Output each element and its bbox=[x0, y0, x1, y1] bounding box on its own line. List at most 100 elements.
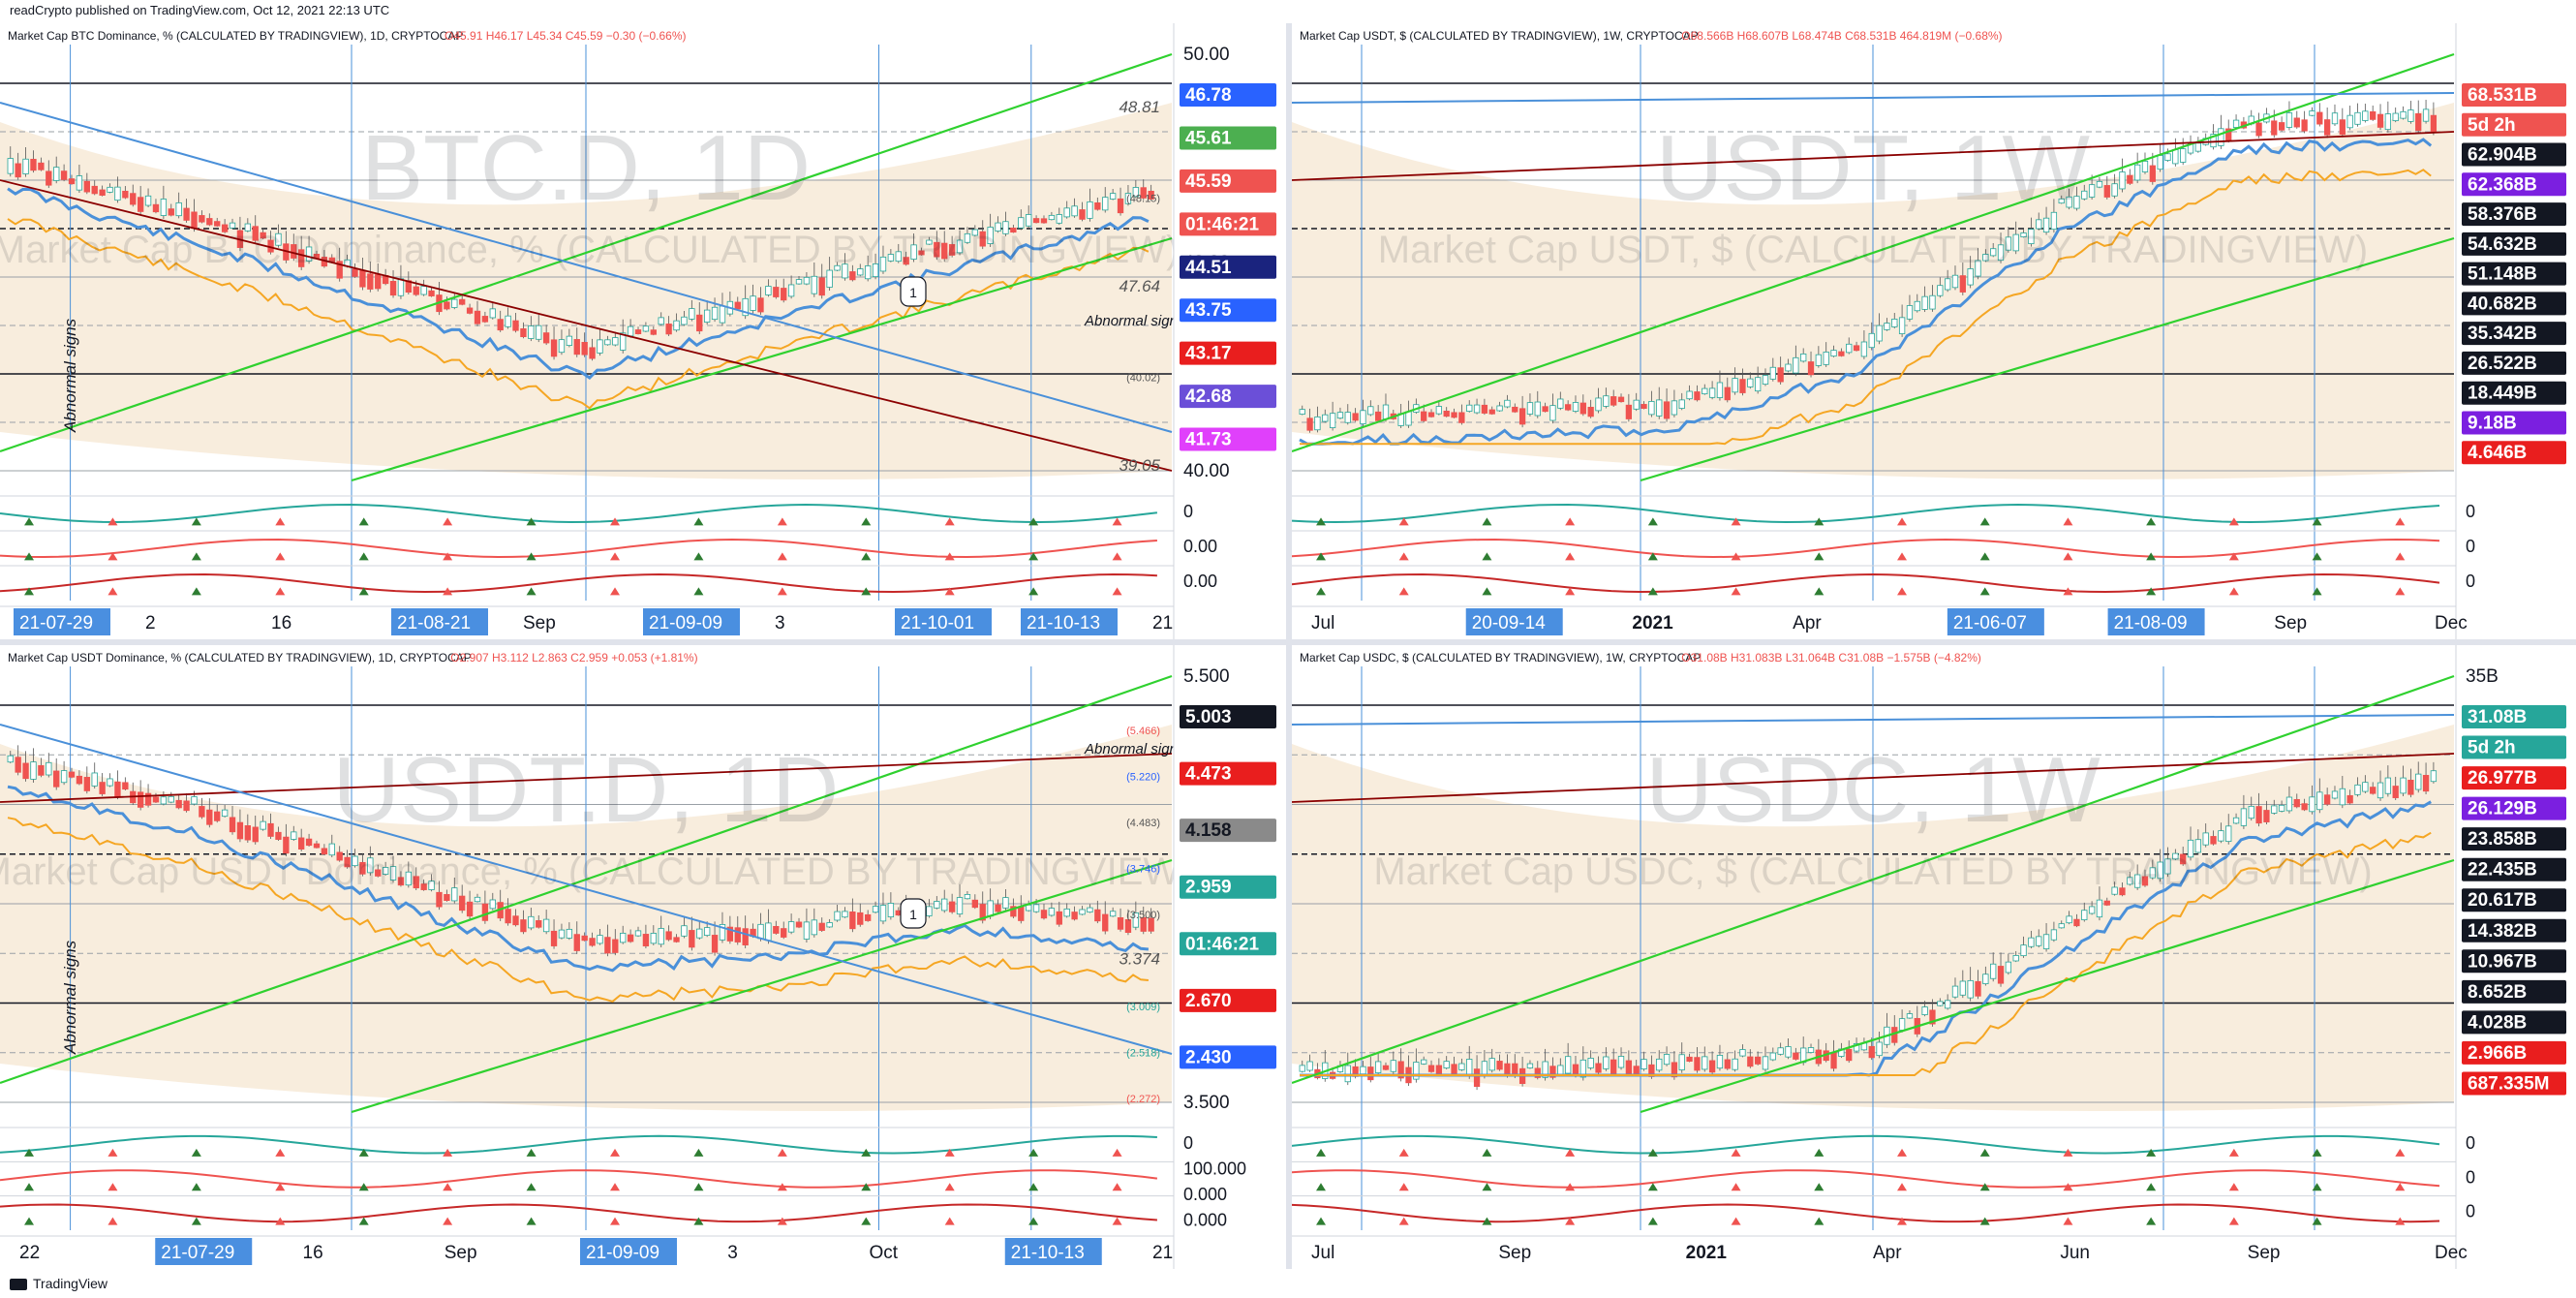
candle[interactable] bbox=[53, 770, 60, 788]
trendline-darkred[interactable] bbox=[0, 753, 1173, 803]
candle[interactable] bbox=[1876, 324, 1883, 342]
candle[interactable] bbox=[1990, 963, 1997, 979]
candle[interactable] bbox=[2028, 229, 2035, 245]
candle[interactable] bbox=[420, 883, 427, 890]
candle[interactable] bbox=[2255, 122, 2262, 137]
candle[interactable] bbox=[864, 913, 872, 921]
candle[interactable] bbox=[199, 215, 205, 223]
candle[interactable] bbox=[2377, 113, 2384, 128]
candle[interactable] bbox=[2157, 861, 2163, 880]
candle[interactable] bbox=[895, 251, 902, 263]
candle[interactable] bbox=[2392, 786, 2399, 798]
candle[interactable] bbox=[2050, 929, 2058, 941]
candle[interactable] bbox=[68, 178, 76, 185]
candle[interactable] bbox=[1739, 379, 1746, 393]
candle[interactable] bbox=[191, 796, 198, 805]
candle[interactable] bbox=[1473, 1068, 1481, 1087]
candle[interactable] bbox=[344, 856, 351, 868]
candle[interactable] bbox=[787, 921, 795, 933]
price-badge[interactable] bbox=[1180, 705, 1276, 728]
candle[interactable] bbox=[1625, 1060, 1633, 1074]
candle[interactable] bbox=[2036, 219, 2042, 230]
candle[interactable] bbox=[1140, 187, 1147, 199]
candle[interactable] bbox=[2285, 112, 2293, 128]
candle[interactable] bbox=[114, 781, 121, 797]
candle[interactable] bbox=[22, 158, 29, 174]
candle[interactable] bbox=[413, 286, 419, 295]
candle[interactable] bbox=[291, 244, 297, 259]
candle[interactable] bbox=[864, 265, 872, 280]
trendline-green[interactable] bbox=[351, 858, 1173, 1114]
oscillator-line[interactable] bbox=[1292, 1134, 2440, 1155]
candle[interactable] bbox=[389, 866, 397, 881]
candle[interactable] bbox=[1732, 378, 1738, 393]
candle[interactable] bbox=[267, 822, 274, 837]
trendline-green[interactable] bbox=[1292, 674, 2455, 1085]
candle[interactable] bbox=[1435, 1065, 1443, 1075]
candle[interactable] bbox=[2422, 775, 2430, 792]
candle[interactable] bbox=[99, 782, 106, 794]
candle[interactable] bbox=[2400, 110, 2407, 119]
candle[interactable] bbox=[1542, 406, 1549, 413]
candle[interactable] bbox=[152, 203, 160, 213]
oscillator-line[interactable] bbox=[1292, 1203, 2440, 1223]
candle[interactable] bbox=[2324, 119, 2331, 136]
price-badge[interactable] bbox=[2462, 112, 2566, 137]
candle[interactable] bbox=[1148, 917, 1154, 932]
candle[interactable] bbox=[2127, 174, 2133, 184]
candle[interactable] bbox=[397, 278, 405, 296]
candle[interactable] bbox=[1306, 1061, 1313, 1071]
price-badge[interactable] bbox=[2462, 918, 2566, 943]
candle[interactable] bbox=[1663, 1054, 1671, 1066]
candle[interactable] bbox=[2309, 796, 2315, 813]
candle[interactable] bbox=[2263, 810, 2270, 822]
oscillator-line[interactable] bbox=[1292, 572, 2440, 594]
candle[interactable] bbox=[1010, 227, 1017, 233]
callout-bubble[interactable] bbox=[900, 898, 927, 929]
candle[interactable] bbox=[481, 316, 489, 323]
candle[interactable] bbox=[497, 319, 504, 331]
candle[interactable] bbox=[1739, 1049, 1746, 1057]
candle[interactable] bbox=[1898, 317, 1906, 334]
candle[interactable] bbox=[1026, 904, 1032, 912]
candle[interactable] bbox=[1367, 1066, 1374, 1081]
candle[interactable] bbox=[2218, 830, 2224, 842]
candle[interactable] bbox=[650, 933, 657, 944]
candle[interactable] bbox=[1724, 386, 1731, 401]
candle[interactable] bbox=[183, 207, 190, 221]
chart-svg[interactable]: USDC, 1W Market Cap USDC, $ (CALCULATED B… bbox=[1292, 645, 2576, 1269]
candle[interactable] bbox=[229, 817, 236, 833]
candle[interactable] bbox=[1087, 201, 1093, 219]
candle[interactable] bbox=[1853, 1042, 1860, 1052]
candle[interactable] bbox=[1617, 1056, 1625, 1068]
candle[interactable] bbox=[76, 175, 83, 191]
candle[interactable] bbox=[811, 275, 817, 294]
candle[interactable] bbox=[627, 325, 634, 337]
candle[interactable] bbox=[291, 831, 297, 840]
candle[interactable] bbox=[1063, 908, 1070, 917]
moving-average-line[interactable] bbox=[7, 817, 1149, 1004]
candle[interactable] bbox=[528, 915, 535, 929]
candle[interactable] bbox=[1344, 412, 1351, 423]
candle[interactable] bbox=[696, 314, 703, 332]
candle[interactable] bbox=[221, 224, 229, 232]
candle[interactable] bbox=[221, 809, 229, 818]
candle[interactable] bbox=[2058, 198, 2065, 204]
candle[interactable] bbox=[948, 901, 956, 912]
candle[interactable] bbox=[2285, 796, 2293, 812]
candle[interactable] bbox=[2103, 900, 2110, 906]
candle[interactable] bbox=[405, 871, 413, 886]
candle[interactable] bbox=[773, 926, 780, 934]
candle[interactable] bbox=[987, 227, 994, 244]
candle[interactable] bbox=[91, 772, 98, 787]
moving-average-line[interactable] bbox=[7, 785, 1150, 973]
date-badge[interactable] bbox=[643, 608, 740, 635]
candle[interactable] bbox=[2194, 142, 2202, 152]
candle[interactable] bbox=[787, 284, 795, 297]
candle[interactable] bbox=[1018, 217, 1025, 229]
candle[interactable] bbox=[2050, 211, 2058, 231]
candle[interactable] bbox=[1610, 396, 1617, 406]
candle[interactable] bbox=[1071, 912, 1078, 920]
candle[interactable] bbox=[444, 894, 450, 902]
candle[interactable] bbox=[83, 180, 90, 193]
